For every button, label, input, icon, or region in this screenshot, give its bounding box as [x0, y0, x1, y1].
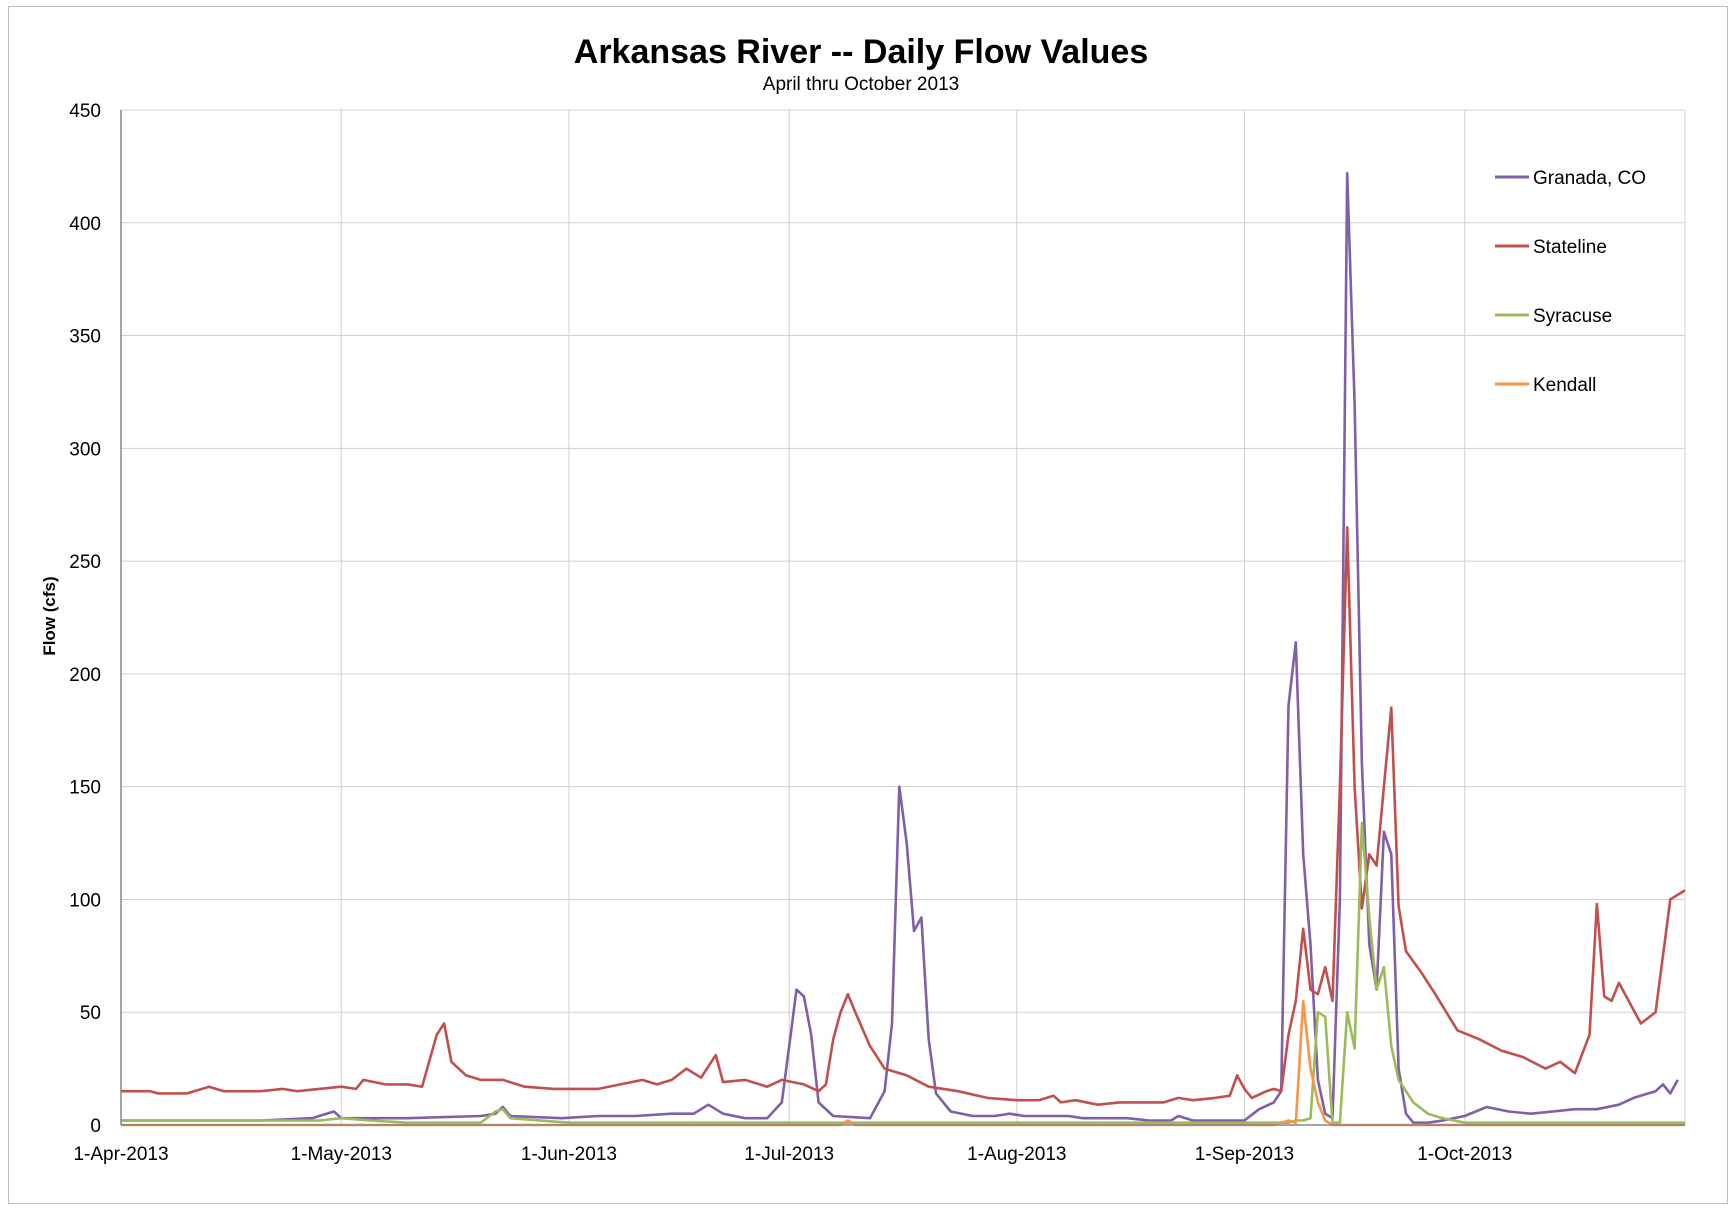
y-tick-label: 200 [69, 665, 101, 686]
series-line-granada-co [121, 171, 1679, 1124]
x-tick-label: 1-Apr-2013 [73, 1144, 168, 1165]
y-tick-label: 300 [69, 439, 101, 460]
grid [120, 109, 1686, 1125]
x-tick-label: 1-Aug-2013 [967, 1144, 1066, 1165]
y-tick-label: 250 [69, 552, 101, 573]
y-tick-label: 450 [69, 101, 101, 122]
x-tick-label: 1-Sep-2013 [1195, 1144, 1294, 1165]
x-tick-label: 1-Jul-2013 [744, 1144, 834, 1165]
chart-title: Arkansas River -- Daily Flow Values [574, 33, 1148, 71]
legend-label-stateline: Stateline [1533, 237, 1607, 258]
legend: Granada, CO Stateline Syracuse Kendall [1495, 168, 1646, 396]
x-axis-ticks: 1-Apr-2013 1-May-2013 1-Jun-2013 1-Jul-2013… [73, 1144, 1512, 1165]
chart-frame: Arkansas River -- Daily Flow Values Apri… [8, 6, 1728, 1204]
x-tick-label: 1-Oct-2013 [1417, 1144, 1512, 1165]
legend-label-granada-co: Granada, CO [1533, 168, 1646, 189]
line-chart: Arkansas River -- Daily Flow Values Apri… [40, 33, 1686, 1165]
axes [120, 110, 1685, 1126]
chart-subtitle: April thru October 2013 [763, 74, 959, 95]
series-line-kendall [121, 999, 1685, 1127]
series-line-stateline [121, 525, 1686, 1106]
legend-label-kendall: Kendall [1533, 375, 1596, 396]
legend-label-syracuse: Syracuse [1533, 306, 1612, 327]
x-tick-label: 1-Jun-2013 [521, 1144, 617, 1165]
y-tick-label: 0 [90, 1116, 101, 1137]
y-tick-label: 400 [69, 214, 101, 235]
y-axis-label: Flow (cfs) [40, 576, 59, 655]
y-tick-label: 50 [80, 1003, 101, 1024]
y-tick-label: 100 [69, 890, 101, 911]
series-line-syracuse [121, 821, 1685, 1124]
y-tick-label: 350 [69, 327, 101, 348]
y-axis-ticks: 0 50 100 150 200 250 300 350 400 450 [69, 101, 101, 1137]
y-tick-label: 150 [69, 778, 101, 799]
x-tick-label: 1-May-2013 [291, 1144, 392, 1165]
series-lines [121, 171, 1686, 1127]
